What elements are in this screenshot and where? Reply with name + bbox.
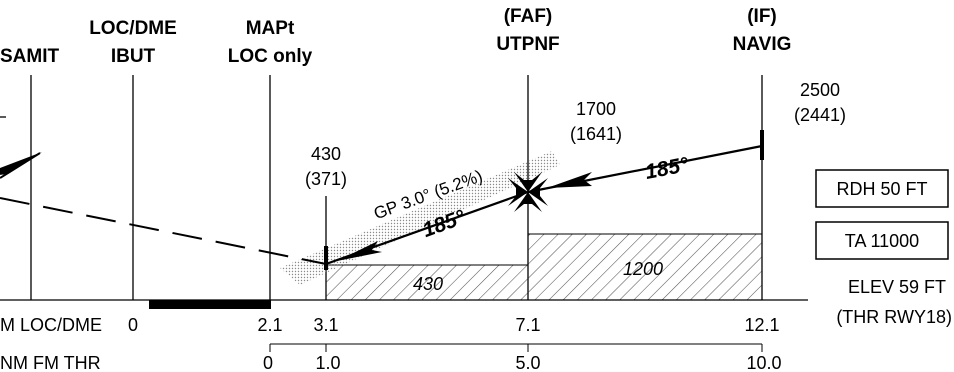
- dme-tick-2-1: 2.1: [257, 315, 282, 335]
- min-alt-far-label: 1200: [623, 259, 663, 279]
- outbound-track-line: [0, 152, 41, 179]
- fix-label-faf-line2: UTPNF: [496, 34, 559, 55]
- fix-label-faf-line1: (FAF): [504, 6, 553, 27]
- thr-scale-label: NM FM THR: [0, 353, 101, 372]
- elevation-label: ELEV 59 FT: [848, 277, 946, 297]
- thr-tick-1-0: 1.0: [315, 353, 340, 372]
- elevation-ref: (THR RWY18): [836, 307, 952, 327]
- ta-text: TA 11000: [845, 231, 919, 251]
- faf-height: (1641): [570, 124, 622, 144]
- step-altitude: 430: [311, 144, 341, 164]
- min-alt-block-far: [527, 233, 763, 301]
- fix-label-if-line2: NAVIG: [733, 34, 792, 55]
- dashed-track-line: [0, 197, 327, 265]
- rdh-text: RDH 50 FT: [836, 179, 927, 199]
- dme-tick-7-1: 7.1: [515, 315, 540, 335]
- fix-label-ibut-line2: IBUT: [111, 46, 156, 67]
- fix-label-ibut-line1: LOC/DME: [89, 18, 177, 39]
- faf-altitude: 1700: [576, 99, 616, 119]
- dme-tick-3-1: 3.1: [313, 315, 338, 335]
- intermediate-arrow-icon: [547, 172, 592, 188]
- faf-cross-icon: [508, 172, 548, 212]
- thr-tick-10-0: 10.0: [746, 353, 781, 372]
- if-altitude: 2500: [800, 80, 840, 100]
- step-height: (371): [305, 169, 347, 189]
- rdh-box: [815, 169, 949, 208]
- dme-tick-12-1: 12.1: [744, 315, 779, 335]
- dme-tick-0: 0: [128, 315, 138, 335]
- thr-tick-5-0: 5.0: [515, 353, 540, 372]
- fix-label-mapt-line2: LOC only: [228, 46, 313, 67]
- fix-label-samit: SAMIT: [0, 46, 60, 67]
- intermediate-course-label: 185°: [643, 153, 691, 184]
- glidepath-shading: [280, 151, 560, 285]
- min-alt-near-label: 430: [413, 274, 443, 294]
- if-height: (2441): [794, 105, 846, 125]
- ta-box: [815, 221, 949, 260]
- dme-scale-label: M LOC/DME: [0, 315, 102, 335]
- thr-tick-0: 0: [263, 353, 273, 372]
- fix-label-mapt-line1: MAPt: [246, 18, 295, 39]
- final-arrow-icon: [337, 241, 382, 261]
- runway-bar: [149, 300, 271, 309]
- fix-label-if-line1: (IF): [747, 6, 777, 27]
